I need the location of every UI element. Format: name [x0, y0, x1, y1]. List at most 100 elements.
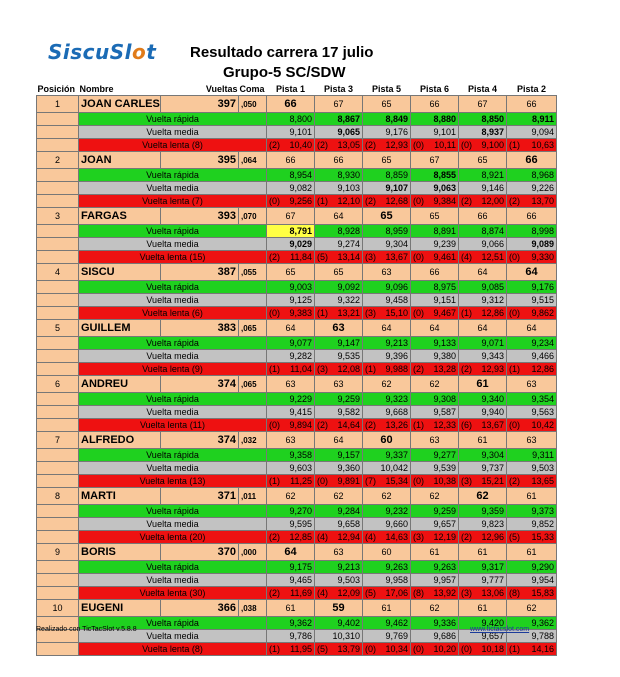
slowest-lap-time: 12,85 [289, 531, 312, 542]
slowest-lap-time: 12,86 [531, 363, 554, 374]
slowest-lap-penalties: (2) [365, 139, 376, 150]
driver-name: SISCU [78, 263, 161, 281]
fastest-lap-value: 8,791 [266, 224, 315, 238]
slowest-lap-label-text: Vuelta lenta [139, 475, 187, 486]
slowest-lap-time: 13,79 [337, 643, 360, 654]
fastest-lap-row: Vuelta rápida 9,362 9,402 9,462 9,336 9,420 9,… [36, 616, 557, 630]
fastest-lap-value: 9,402 [314, 616, 363, 630]
slowest-lap-count: (15) [189, 251, 206, 262]
slowest-lap-count: (11) [189, 419, 206, 430]
average-lap-value: 9,515 [506, 293, 557, 307]
slowest-lap-penalties: (4) [317, 587, 328, 598]
track-laps: 64 [458, 319, 507, 337]
slowest-lap-label: Vuelta lenta (13) [78, 474, 267, 488]
average-lap-value: 9,539 [410, 461, 459, 475]
slowest-lap-penalties: (4) [461, 251, 472, 262]
average-lap-label: Vuelta media [78, 181, 267, 195]
slowest-lap-time: 13,65 [531, 475, 554, 486]
track-laps: 61 [506, 487, 557, 505]
slowest-lap-time: 15,83 [531, 587, 554, 598]
slowest-lap-value: (0) 10,42 [506, 418, 557, 432]
average-lap-row: Vuelta media 9,415 9,582 9,668 9,587 9,940 9,5… [36, 405, 557, 419]
slowest-lap-penalties: (0) [269, 419, 280, 430]
total-laps: 387 [160, 263, 239, 281]
driver-row: 4 SISCU 387,055 65 65 63 66 64 64 [36, 263, 557, 281]
slowest-lap-time: 12,08 [337, 363, 360, 374]
slowest-lap-value: (1) 12,33 [410, 418, 459, 432]
fastest-lap-value: 8,891 [410, 224, 459, 238]
slowest-lap-row: Vuelta lenta (20) (2) 12,85 (4) 12,94 (4) 14,6… [36, 530, 557, 544]
header-track: Pista 1 [275, 83, 306, 94]
slowest-lap-value: (0) 9,100 [458, 138, 507, 152]
slowest-lap-time: 12,51 [481, 251, 504, 262]
slowest-lap-time: 13,21 [337, 307, 360, 318]
slowest-lap-penalties: (2) [269, 251, 280, 262]
lap-fraction: ,065 [238, 375, 267, 393]
slowest-lap-penalties: (3) [365, 307, 376, 318]
track-laps: 67 [458, 95, 507, 113]
header-coma: Coma [239, 83, 265, 94]
header-track: Pista 5 [371, 83, 402, 94]
slowest-lap-penalties: (0) [413, 643, 424, 654]
average-lap-value: 9,094 [506, 125, 557, 139]
slowest-lap-time: 12,10 [337, 195, 360, 206]
track-laps: 61 [458, 543, 507, 561]
average-lap-row: Vuelta media 9,029 9,274 9,304 9,239 9,066 9,0… [36, 237, 557, 251]
average-lap-value: 9,954 [506, 573, 557, 587]
slowest-lap-time: 11,25 [290, 475, 312, 486]
average-lap-value: 9,769 [362, 629, 411, 643]
average-lap-label: Vuelta media [78, 461, 267, 475]
blank-cell [36, 474, 79, 488]
average-lap-value: 9,066 [458, 237, 507, 251]
slowest-lap-penalties: (2) [461, 531, 472, 542]
track-laps: 62 [410, 599, 459, 617]
fastest-lap-label: Vuelta rápida [78, 616, 267, 630]
slowest-lap-time: 13,26 [385, 419, 408, 430]
fastest-lap-value: 9,157 [314, 448, 363, 462]
slowest-lap-label: Vuelta lenta (11) [78, 418, 267, 432]
blank-cell [36, 461, 79, 475]
slowest-lap-time: 14,64 [337, 419, 360, 430]
fastest-lap-value: 8,930 [314, 168, 363, 182]
track-laps: 67 [266, 207, 315, 225]
total-laps: 374 [160, 375, 239, 393]
total-laps: 366 [160, 599, 239, 617]
slowest-lap-penalties: (2) [317, 139, 328, 150]
fastest-lap-value: 9,213 [314, 560, 363, 574]
slowest-lap-value: (1) 12,86 [458, 306, 507, 320]
average-lap-label: Vuelta media [78, 125, 267, 139]
blank-cell [36, 560, 79, 574]
slowest-lap-penalties: (2) [413, 363, 424, 374]
average-lap-label: Vuelta media [78, 349, 267, 363]
position-cell: 3 [36, 207, 79, 225]
fastest-lap-value: 9,317 [458, 560, 507, 574]
slowest-lap-count: (20) [189, 531, 206, 542]
blank-cell [36, 504, 79, 518]
average-lap-value: 9,503 [314, 573, 363, 587]
fastest-lap-value: 9,147 [314, 336, 363, 350]
blank-cell [36, 392, 79, 406]
slowest-lap-time: 10,38 [433, 475, 456, 486]
slowest-lap-penalties: (2) [461, 195, 472, 206]
average-lap-value: 10,310 [314, 629, 363, 643]
slowest-lap-time: 15,21 [481, 475, 504, 486]
track-laps: 59 [314, 599, 363, 617]
slowest-lap-value: (2) 12,85 [266, 530, 315, 544]
track-laps: 66 [266, 95, 315, 113]
slowest-lap-value: (5) 17,06 [362, 586, 411, 600]
average-lap-value: 9,360 [314, 461, 363, 475]
track-laps: 65 [314, 263, 363, 281]
driver-row: 10 EUGENI 366,038 61 59 61 62 61 62 [36, 599, 557, 617]
track-laps: 62 [410, 487, 459, 505]
fastest-lap-value: 9,358 [266, 448, 315, 462]
slowest-lap-count: (9) [191, 363, 203, 374]
slowest-lap-penalties: (2) [365, 419, 376, 430]
blank-cell [36, 125, 79, 139]
track-laps: 62 [266, 487, 315, 505]
blank-cell [36, 448, 79, 462]
fastest-lap-label: Vuelta rápida [78, 112, 267, 126]
average-lap-value: 9,125 [266, 293, 315, 307]
track-laps: 61 [458, 431, 507, 449]
average-lap-value: 9,957 [410, 573, 459, 587]
footer-link[interactable]: www.tictacslot.com [470, 626, 530, 633]
